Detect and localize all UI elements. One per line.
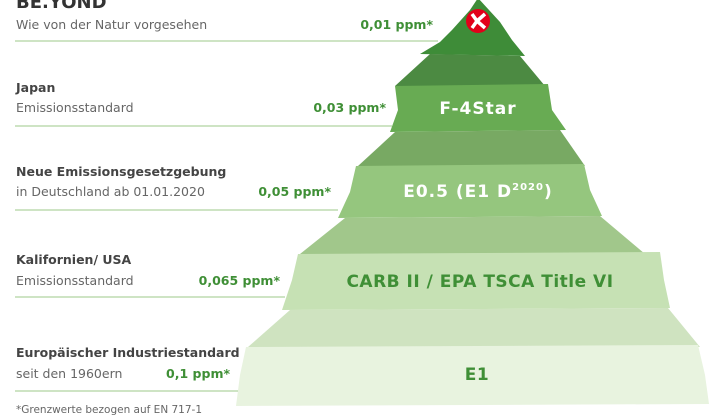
- title: Neue Emissionsgesetzgebung: [16, 164, 226, 179]
- footnote: *Grenzwerte bezogen auf EN 717-1: [16, 404, 202, 416]
- connector: [395, 54, 545, 86]
- subtitle: in Deutschland ab 01.01.2020: [16, 184, 205, 199]
- limit: 0,05 ppm*: [258, 184, 331, 199]
- limit: 0,03 ppm*: [313, 100, 386, 115]
- connector: [248, 308, 700, 347]
- brand: BE.YOND: [16, 0, 107, 13]
- title: Japan: [15, 80, 55, 95]
- subtitle: Wie von der Natur vorgesehen: [16, 17, 207, 32]
- tier-label: CARB II / EPA TSCA Title VI: [346, 272, 613, 292]
- title: Kalifornien/ USA: [16, 252, 132, 267]
- infographic: BE.YOND Wie von der Natur vorgesehen 0,0…: [0, 0, 709, 416]
- subtitle: Emissionsstandard: [16, 100, 134, 115]
- tier-label: F-4Star: [439, 99, 516, 119]
- subtitle: Emissionsstandard: [16, 273, 134, 288]
- label-part: E0.5 (E1 D: [403, 182, 512, 202]
- title: Europäischer Industriestandard: [16, 345, 240, 360]
- limit: 0,1 ppm*: [166, 366, 230, 381]
- label-superscript: 2020: [512, 182, 544, 193]
- label-part: ): [544, 182, 553, 202]
- connector: [300, 216, 645, 254]
- limit: 0,065 ppm*: [199, 273, 281, 288]
- connector: [358, 130, 585, 166]
- limit: 0,01 ppm*: [360, 17, 433, 32]
- tier-label: E1: [465, 365, 489, 385]
- subtitle: seit den 1960ern: [16, 366, 122, 381]
